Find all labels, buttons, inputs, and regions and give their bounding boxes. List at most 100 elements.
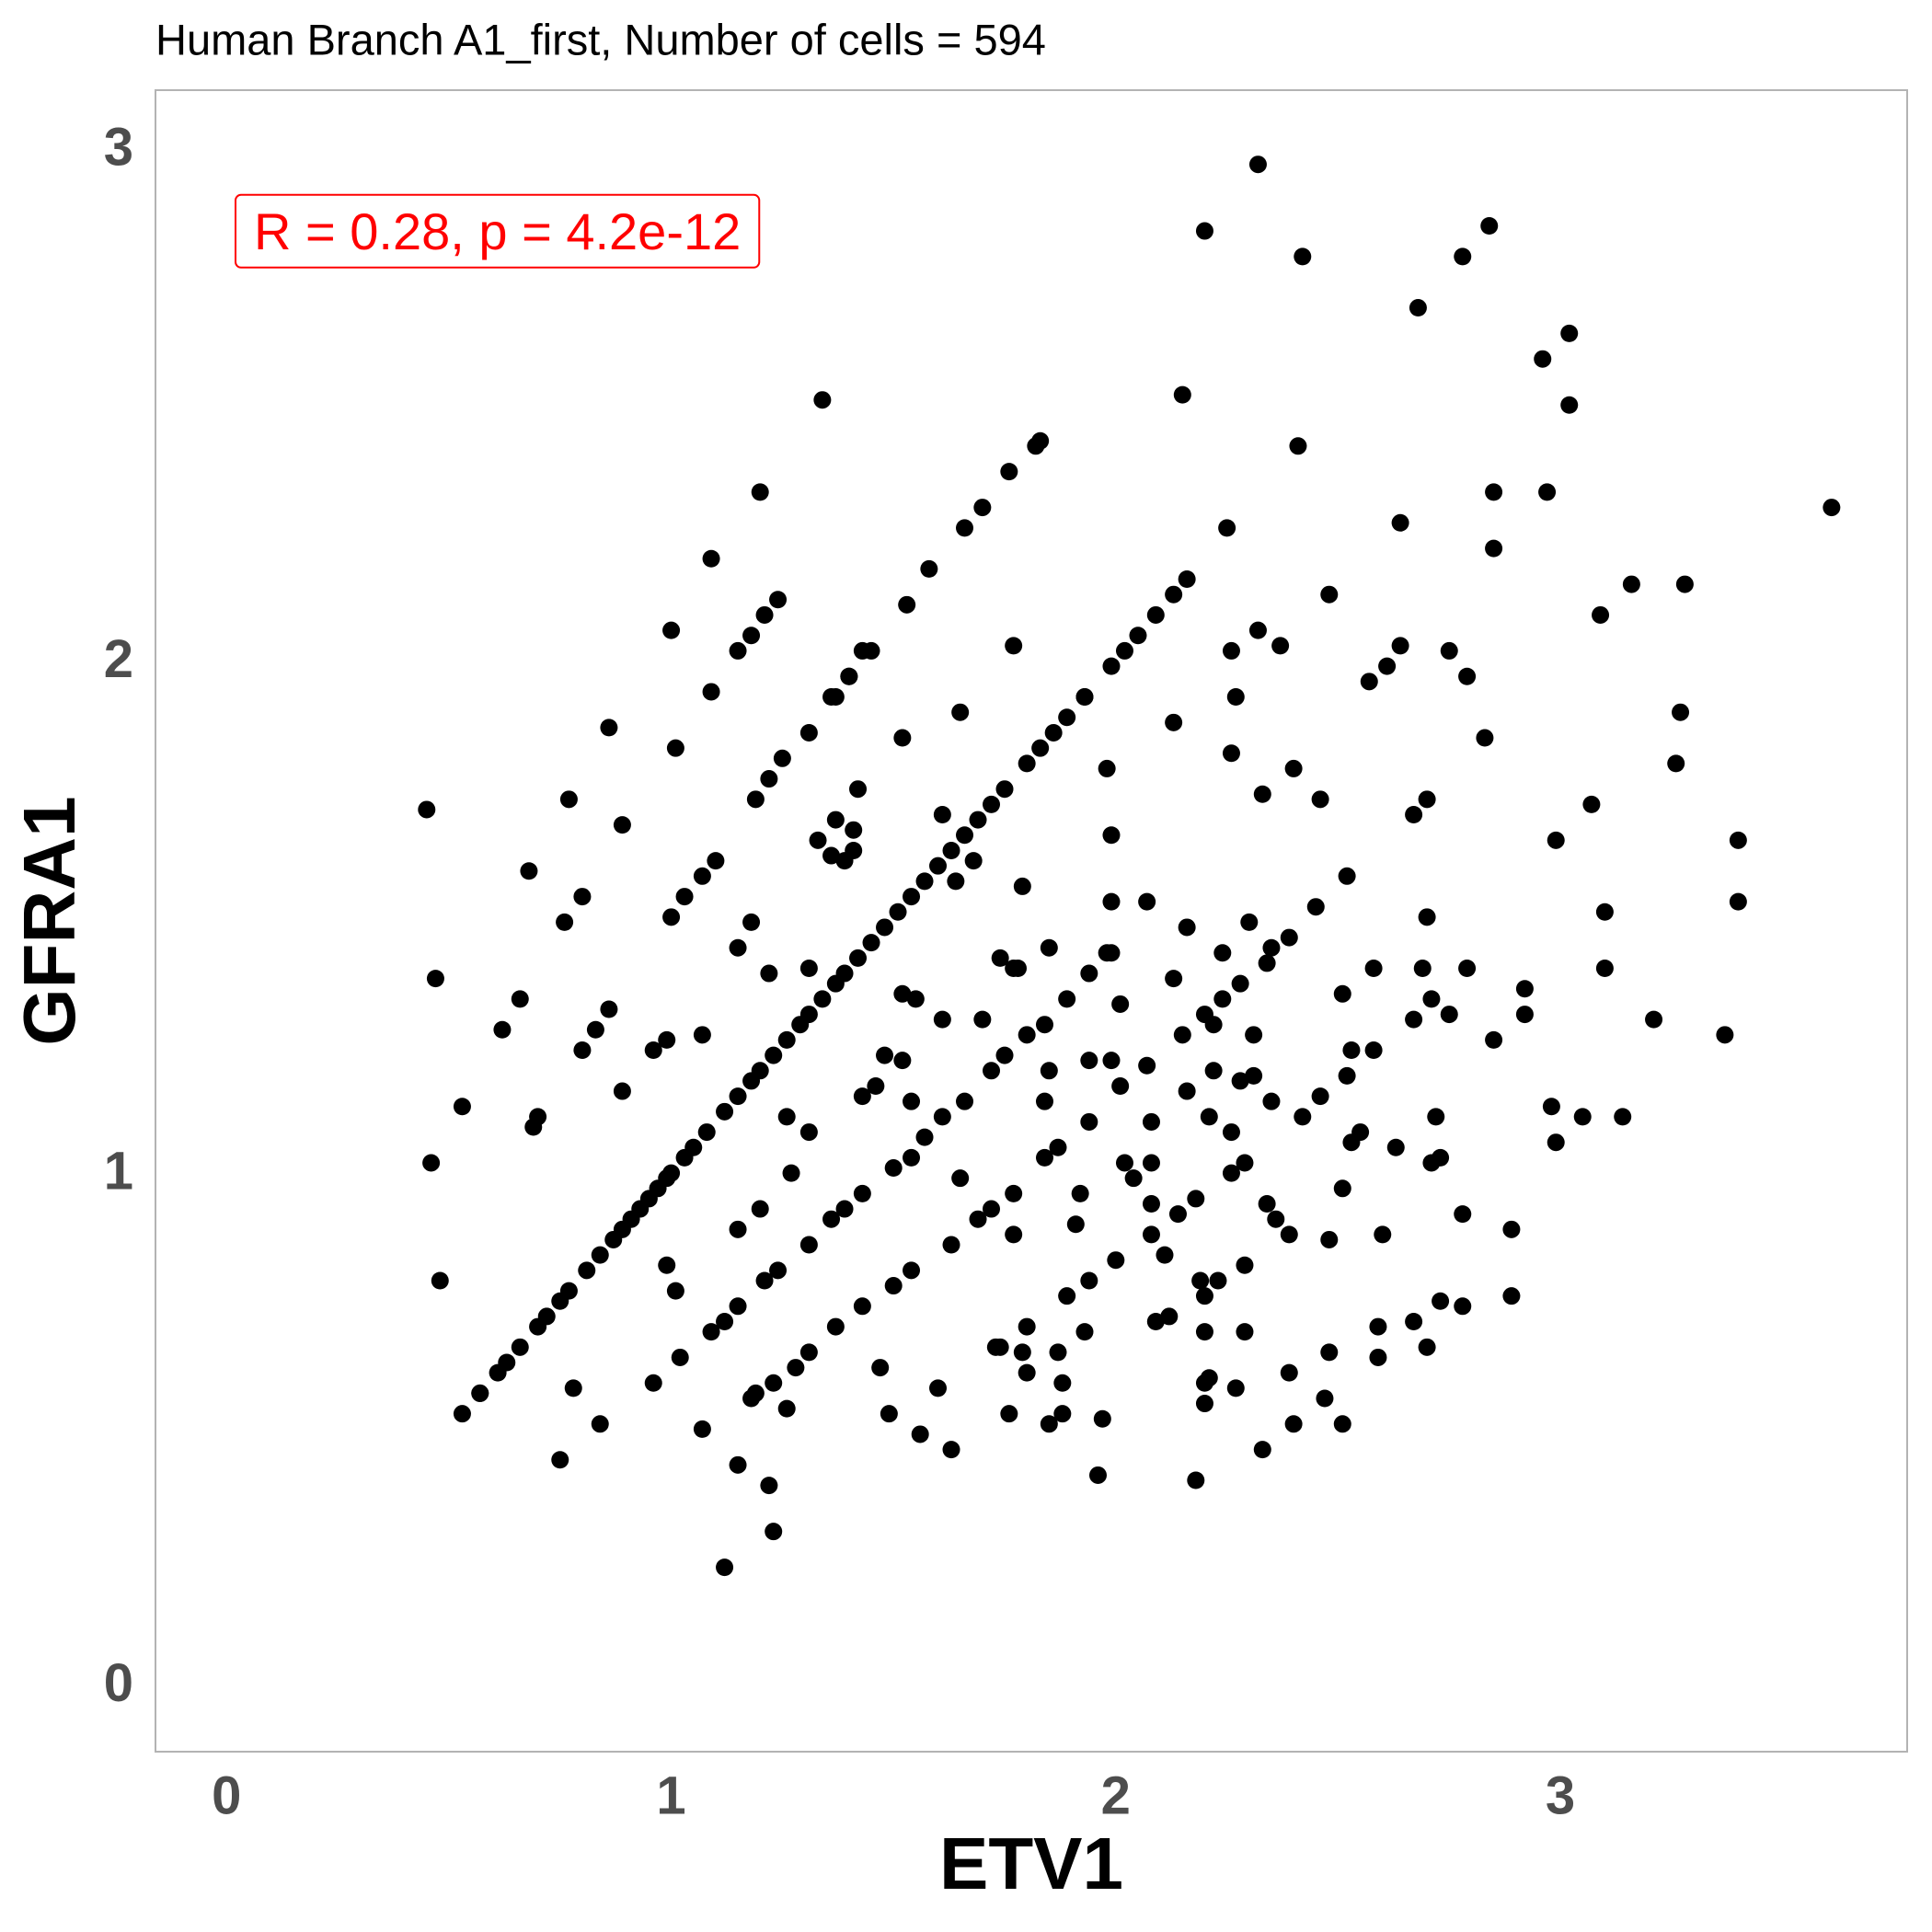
point xyxy=(1222,1164,1240,1182)
point xyxy=(1018,1026,1036,1044)
point xyxy=(876,918,894,937)
point xyxy=(658,1256,676,1274)
point xyxy=(1187,1190,1205,1208)
point xyxy=(586,1020,604,1039)
point xyxy=(1458,667,1477,685)
point xyxy=(1102,826,1121,845)
point xyxy=(751,1062,769,1080)
point xyxy=(1560,396,1579,414)
point xyxy=(983,1200,1001,1218)
point xyxy=(1000,1405,1018,1423)
point xyxy=(1262,938,1281,957)
point xyxy=(1458,959,1477,977)
point xyxy=(1245,1066,1263,1085)
point xyxy=(973,1010,992,1029)
point xyxy=(929,1379,948,1397)
point xyxy=(947,872,965,891)
point xyxy=(644,1041,662,1060)
y-tick-label: 1 xyxy=(104,1141,133,1201)
point xyxy=(511,1338,529,1356)
point xyxy=(853,1184,871,1202)
point xyxy=(956,519,974,537)
point xyxy=(826,688,845,707)
point xyxy=(862,641,880,660)
point xyxy=(929,857,948,875)
point xyxy=(729,1220,747,1238)
point xyxy=(1515,980,1534,998)
point xyxy=(799,1123,818,1142)
point xyxy=(1222,1123,1240,1142)
point xyxy=(889,903,907,921)
point xyxy=(849,780,868,799)
point xyxy=(849,949,868,967)
point xyxy=(559,790,578,809)
point xyxy=(551,1451,569,1469)
point xyxy=(1018,1363,1036,1382)
point xyxy=(1231,974,1249,993)
point xyxy=(1333,1415,1351,1433)
point xyxy=(1485,1030,1503,1049)
point xyxy=(511,990,529,1008)
y-axis-title: GFRA1 xyxy=(8,796,90,1045)
point xyxy=(813,990,832,1008)
point xyxy=(729,641,747,660)
point xyxy=(1165,713,1183,731)
point xyxy=(1729,892,1747,911)
point xyxy=(835,964,854,983)
point xyxy=(1071,1184,1089,1202)
point xyxy=(1476,729,1494,747)
point xyxy=(697,1123,716,1142)
point xyxy=(666,1282,684,1300)
point xyxy=(933,806,951,824)
point xyxy=(644,1374,662,1392)
point xyxy=(1013,877,1031,895)
point xyxy=(964,852,983,870)
point xyxy=(1146,605,1165,624)
x-tick-label: 3 xyxy=(1546,1765,1575,1825)
point xyxy=(1284,1415,1303,1433)
point xyxy=(903,1148,921,1167)
point xyxy=(799,1236,818,1254)
point xyxy=(746,790,765,809)
point xyxy=(1253,1441,1271,1459)
point xyxy=(1294,1108,1312,1126)
point xyxy=(1672,703,1690,721)
point xyxy=(1595,959,1614,977)
point xyxy=(1102,944,1121,962)
point xyxy=(1138,892,1156,911)
point xyxy=(716,1558,734,1577)
point xyxy=(613,1082,631,1100)
point xyxy=(729,1455,747,1474)
point xyxy=(826,1317,845,1336)
point xyxy=(942,1236,960,1254)
point xyxy=(1364,959,1383,977)
point xyxy=(1102,1052,1121,1070)
point xyxy=(1080,1052,1098,1070)
point xyxy=(903,1261,921,1280)
point xyxy=(556,913,574,931)
point xyxy=(559,1282,578,1300)
point xyxy=(1422,990,1441,1008)
point xyxy=(716,1102,734,1121)
point xyxy=(1418,908,1436,926)
point xyxy=(1098,759,1116,777)
point xyxy=(1195,1287,1213,1305)
point xyxy=(702,683,720,701)
point xyxy=(1195,1395,1213,1413)
point xyxy=(898,595,916,614)
point xyxy=(880,1405,898,1423)
x-tick-label: 1 xyxy=(656,1765,685,1825)
point xyxy=(1009,959,1028,977)
point xyxy=(1218,519,1236,537)
point xyxy=(853,1087,871,1106)
point xyxy=(1338,867,1356,885)
point xyxy=(1080,1112,1098,1131)
point xyxy=(1729,831,1747,849)
point xyxy=(1391,637,1409,655)
point xyxy=(956,826,974,845)
point xyxy=(876,1046,894,1064)
point xyxy=(1088,1466,1107,1484)
point xyxy=(1316,1389,1334,1408)
point xyxy=(1018,754,1036,773)
point xyxy=(1418,790,1436,809)
